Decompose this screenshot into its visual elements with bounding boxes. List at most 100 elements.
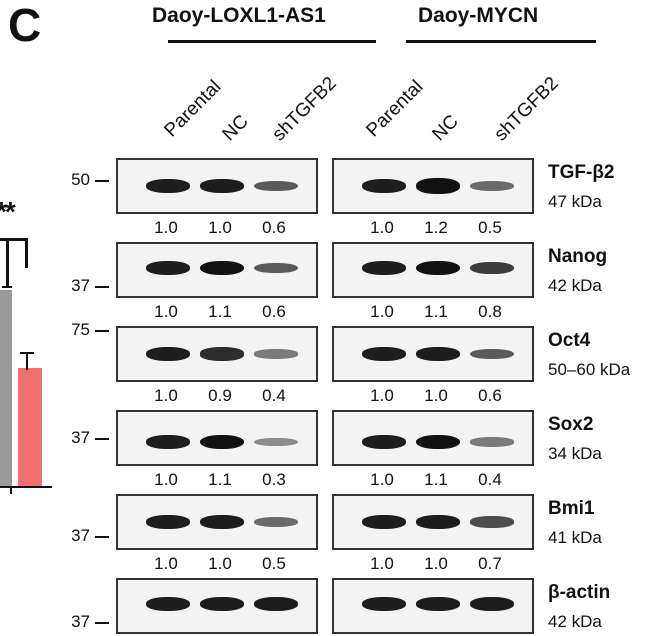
errorbar-red	[26, 352, 28, 370]
protein-band	[470, 597, 514, 611]
quant-value: 1.0	[154, 218, 178, 237]
protein-band	[362, 515, 406, 529]
group-underline-left	[168, 40, 376, 43]
blot-left	[116, 578, 318, 634]
molecular-weight: 50–60 kDa	[548, 360, 631, 379]
mw-marker-tick	[95, 286, 109, 288]
molecular-weight: 41 kDa	[548, 528, 602, 547]
group-title-left: Daoy-LOXL1-AS1	[152, 4, 326, 27]
quant-value: 1.0	[370, 386, 394, 405]
protein-band	[254, 517, 298, 527]
errorbar-cap-gray	[2, 286, 12, 288]
quant-value: 0.8	[478, 302, 502, 321]
quant-value: 0.7	[478, 554, 502, 573]
significance-bracket-top	[0, 238, 28, 241]
protein-band	[416, 347, 460, 361]
protein-band	[200, 347, 244, 361]
significance-bracket-left	[6, 238, 9, 288]
mw-marker-tick	[95, 180, 109, 182]
group-underline-right	[406, 40, 596, 43]
quant-value: 0.5	[262, 554, 286, 573]
blot-left	[116, 326, 318, 382]
quant-value: 1.0	[154, 470, 178, 489]
lane-label-right-2: NC	[428, 111, 463, 146]
protein-band	[200, 515, 244, 529]
protein-band	[470, 261, 514, 275]
mw-marker-label: 75	[71, 320, 90, 339]
protein-band	[470, 516, 514, 528]
quant-value: 0.6	[478, 386, 502, 405]
protein-band	[200, 597, 244, 611]
protein-band	[146, 347, 190, 361]
quant-value: 1.2	[424, 218, 448, 237]
bar-red	[18, 368, 42, 486]
protein-band	[362, 179, 406, 193]
mw-marker-label: 37	[71, 612, 90, 631]
protein-band	[146, 179, 190, 193]
molecular-weight: 34 kDa	[548, 444, 602, 463]
blot-right	[332, 242, 534, 298]
protein-band	[146, 515, 190, 529]
blot-right	[332, 158, 534, 214]
blot-right	[332, 578, 534, 634]
protein-band	[146, 597, 190, 611]
lane-label-left-2: NC	[218, 111, 253, 146]
protein-band	[362, 261, 406, 275]
mw-marker-label: 50	[71, 170, 90, 189]
protein-name: Nanog	[548, 246, 608, 267]
quant-value: 1.0	[370, 554, 394, 573]
quant-value: 1.0	[424, 386, 448, 405]
protein-name: Sox2	[548, 414, 594, 435]
molecular-weight: 42 kDa	[548, 612, 602, 631]
mw-marker-label: 37	[71, 276, 90, 295]
protein-band	[416, 260, 460, 276]
quant-value: 1.0	[154, 302, 178, 321]
quant-value: 1.0	[208, 218, 232, 237]
protein-band	[416, 434, 460, 450]
protein-band	[146, 261, 190, 275]
bar-axis	[0, 486, 52, 488]
blot-right	[332, 326, 534, 382]
quant-value: 0.3	[262, 470, 286, 489]
lane-label-right-3: shTGFB2	[490, 72, 563, 146]
protein-band	[254, 180, 298, 192]
protein-band	[470, 181, 514, 191]
quant-value: 1.1	[208, 470, 232, 489]
mw-marker-tick	[95, 536, 109, 538]
protein-band	[200, 179, 244, 193]
mw-marker-tick	[95, 330, 109, 332]
quant-value: 1.0	[370, 302, 394, 321]
significance-bracket-right	[25, 238, 28, 268]
quant-value: 0.4	[478, 470, 502, 489]
lane-label-right-1: Parental	[362, 76, 428, 142]
protein-band	[470, 348, 514, 360]
protein-band	[362, 435, 406, 449]
protein-name: Oct4	[548, 330, 591, 351]
quant-value: 1.0	[370, 218, 394, 237]
mw-marker-tick	[95, 438, 109, 440]
bar-gray	[0, 290, 12, 486]
lane-label-left-1: Parental	[160, 76, 226, 142]
quant-value: 1.0	[208, 554, 232, 573]
protein-band	[362, 597, 406, 611]
blot-left	[116, 242, 318, 298]
protein-band	[254, 597, 298, 611]
mw-marker-label: 37	[71, 526, 90, 545]
mw-marker-label: 37	[71, 428, 90, 447]
protein-band	[146, 435, 190, 449]
quant-value: 1.0	[154, 386, 178, 405]
panel-label: C	[8, 0, 42, 51]
blot-right	[332, 494, 534, 550]
protein-band	[416, 515, 460, 529]
quant-value: 0.4	[262, 386, 286, 405]
quant-value: 1.0	[424, 554, 448, 573]
protein-band	[470, 437, 514, 447]
quant-value: 0.5	[478, 218, 502, 237]
bar-axis-tick	[10, 486, 12, 494]
quant-value: 1.1	[208, 302, 232, 321]
protein-band	[416, 597, 460, 611]
quant-value: 1.0	[154, 554, 178, 573]
protein-band	[200, 260, 244, 276]
protein-band	[254, 437, 298, 447]
quant-value: 0.9	[208, 386, 232, 405]
